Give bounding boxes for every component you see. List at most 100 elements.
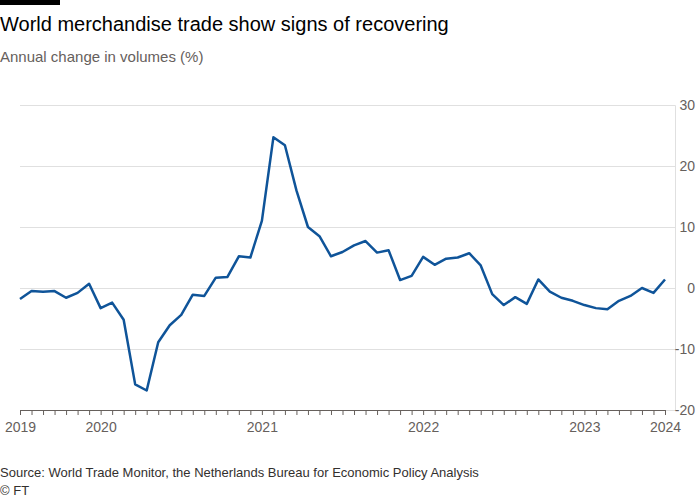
y-tick: 30 [20,97,695,113]
x-tick-mark [66,410,67,415]
x-tick-label: 2021 [247,419,278,435]
x-tick [469,410,470,415]
x-tick-mark [377,410,378,415]
x-tick-label: 2023 [569,419,600,435]
x-tick-mark [343,410,344,415]
x-tick-mark [481,410,482,415]
grid-line [20,227,675,228]
x-tick-mark [216,410,217,415]
x-tick-mark [285,410,286,415]
x-tick [642,410,643,415]
credit: © FT [0,483,29,498]
x-tick-mark [273,410,274,415]
grid-line [20,166,675,167]
x-tick [181,410,182,415]
x-tick: 2023 [569,410,600,435]
x-tick-label: 2022 [408,419,439,435]
x-tick: 2020 [86,410,117,435]
x-tick [458,410,459,415]
x-tick [561,410,562,415]
x-tick [55,410,56,415]
x-tick-mark [366,410,367,415]
x-tick [43,410,44,415]
x-tick-mark [412,410,413,415]
x-tick-label: 2024 [650,419,681,435]
x-tick [216,410,217,415]
x-tick [239,410,240,415]
subtitle: Annual change in volumes (%) [0,48,203,65]
series-line [20,137,665,390]
x-tick [412,410,413,415]
grid-line [20,105,675,106]
x-tick: 2021 [247,410,278,435]
x-tick-mark [423,410,424,415]
x-tick-mark [227,410,228,415]
y-axis: -20-100102030 [20,97,695,418]
chart: World merchandise trade show signs of re… [0,0,700,500]
x-tick [435,410,436,415]
x-tick-mark [469,410,470,415]
x-tick [204,410,205,415]
y-tick: -10 [20,341,695,357]
top-bar [0,0,60,5]
x-tick-mark [492,410,493,415]
y-tick-label: -10 [675,341,695,357]
x-tick-mark [147,410,148,415]
x-tick-mark [458,410,459,415]
x-tick [515,410,516,415]
y-tick: -20 [20,402,695,418]
x-tick-mark [32,410,33,415]
grid-line [20,410,675,411]
x-tick [389,410,390,415]
x-tick [400,410,401,415]
x-tick-mark [55,410,56,415]
y-tick-label: 0 [687,280,695,296]
y-tick: 0 [20,280,695,296]
x-tick [343,410,344,415]
x-tick [285,410,286,415]
plot-area [20,137,665,390]
y-tick-label: -20 [675,402,695,418]
x-tick [630,410,631,415]
x-tick [653,410,654,415]
x-tick [158,410,159,415]
title: World merchandise trade show signs of re… [0,13,449,35]
x-tick-mark [400,410,401,415]
x-tick [550,410,551,415]
x-tick-mark [262,410,263,415]
source: Source: World Trade Monitor, the Netherl… [0,465,479,480]
x-tick-mark [89,410,90,415]
x-tick [250,410,251,415]
x-tick-mark [573,410,574,415]
x-tick-label: 2019 [5,419,36,435]
x-tick-mark [112,410,113,415]
x-tick-mark [538,410,539,415]
x-tick [89,410,90,415]
x-tick [619,410,620,415]
x-tick [538,410,539,415]
x-tick [573,410,574,415]
x-tick [135,410,136,415]
x-tick-mark [596,410,597,415]
x-tick [32,410,33,415]
x-tick-mark [619,410,620,415]
x-tick-mark [665,410,666,415]
x-tick-mark [607,410,608,415]
x-tick [319,410,320,415]
x-tick-mark [630,410,631,415]
x-tick [66,410,67,415]
y-axis-line [20,106,676,411]
x-tick-mark [43,410,44,415]
x-tick-mark [653,410,654,415]
x-tick [527,410,528,415]
x-tick-mark [446,410,447,415]
grid-line [20,288,675,289]
x-tick-mark [550,410,551,415]
x-tick-mark [170,410,171,415]
x-tick-mark [204,410,205,415]
x-tick-mark [193,410,194,415]
x-tick-mark [561,410,562,415]
x-tick-mark [527,410,528,415]
x-tick-mark [101,410,102,415]
x-tick-label: 2020 [86,419,117,435]
